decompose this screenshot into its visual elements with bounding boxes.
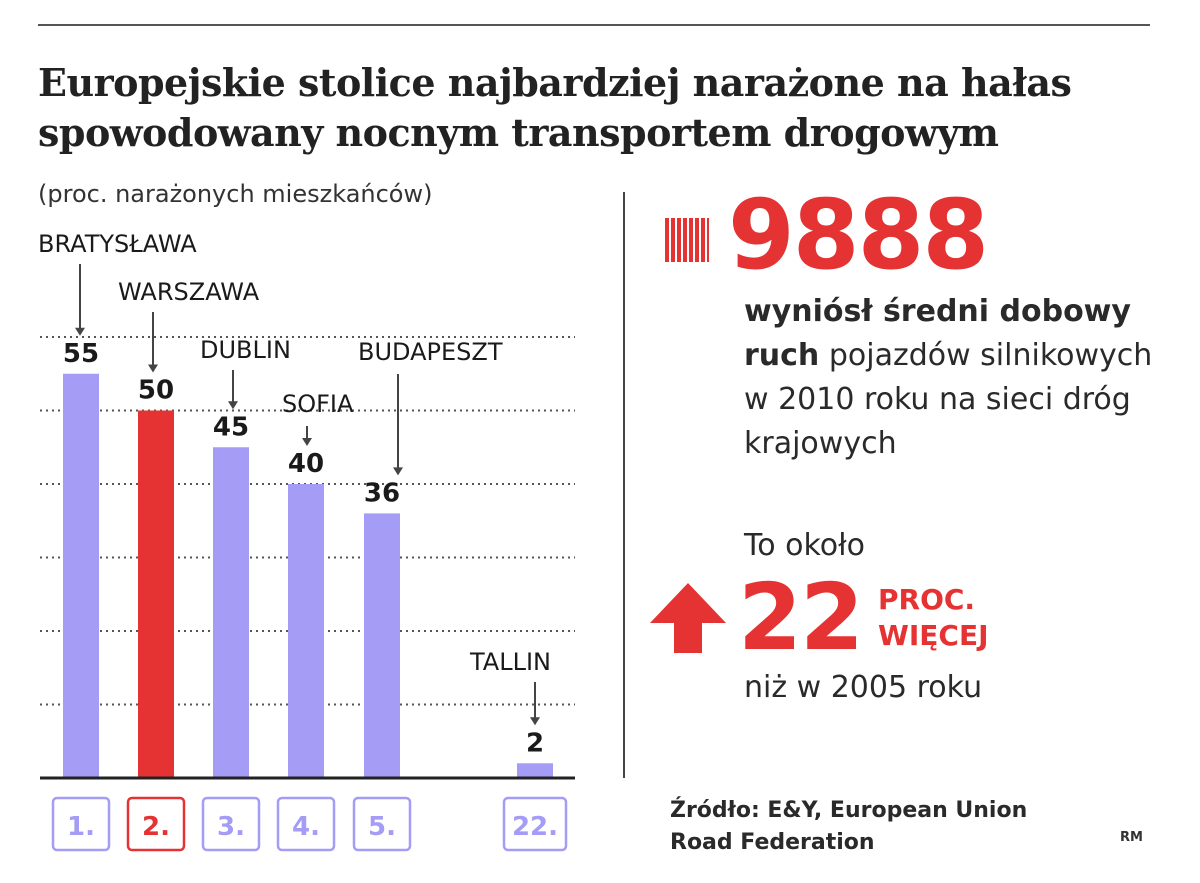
rank-label: 2. — [142, 812, 170, 842]
rank-box — [352, 796, 412, 852]
bar — [213, 447, 249, 778]
stat-description: wyniósł średni dobowy ruch pojazdów siln… — [744, 290, 1164, 466]
red-squares-icon — [665, 218, 709, 262]
rank-label: 1. — [67, 812, 95, 842]
percent-label-line-1: PROC. — [878, 583, 976, 616]
divider — [623, 192, 625, 778]
data-label: 55 — [63, 339, 99, 369]
rank-box — [126, 796, 186, 852]
rank-label: 3. — [217, 812, 245, 842]
category-label: BUDAPESZT — [358, 338, 503, 366]
pointer-arrowhead — [302, 438, 312, 446]
category-label: SOFIA — [282, 390, 354, 418]
pointer-arrowhead — [75, 327, 85, 336]
rank-box — [502, 796, 568, 852]
bar — [517, 763, 553, 778]
bar — [364, 513, 400, 778]
title-line-2: spowodowany nocnym transportem drogowym — [38, 110, 999, 155]
title-line-1: Europejskie stolice najbardziej narażone… — [38, 60, 1072, 105]
percent-outro: niż w 2005 roku — [744, 670, 983, 705]
category-label: TALLIN — [469, 648, 551, 676]
rank-label: 5. — [368, 812, 396, 842]
pointer-arrowhead — [393, 467, 403, 476]
chart-subtitle: (proc. narażonych mieszkańców) — [38, 180, 433, 208]
data-label: 2 — [526, 728, 544, 758]
percent-label-line-2: WIĘCEJ — [878, 619, 989, 652]
bar-chart: 55 BRATYSŁAWA 1. 50 WARSZAWA 2. 45 DUBLIN 3. 40 SO… — [38, 230, 575, 852]
pointer-arrowhead — [148, 364, 158, 373]
data-label: 40 — [288, 449, 324, 479]
author-credit: RM — [1120, 830, 1143, 845]
category-label: BRATYSŁAWA — [38, 230, 197, 258]
top-rule — [38, 24, 1150, 26]
stat-number: 9888 — [728, 179, 989, 291]
pointer-arrowhead — [228, 401, 238, 410]
source-line-2: Road Federation — [670, 830, 875, 855]
stat-description-rest: pojazdów silnikowych w 2010 roku na siec… — [744, 338, 1153, 461]
arrow-up-icon — [650, 583, 726, 653]
data-label: 45 — [213, 412, 249, 442]
pointer-arrowhead — [530, 717, 540, 726]
category-label: WARSZAWA — [118, 278, 260, 306]
source-line-1: Źródło: E&Y, European Union — [670, 798, 1028, 823]
percent-label: PROC. WIĘCEJ — [878, 582, 989, 654]
rank-label: 22. — [512, 812, 558, 842]
percent-value: 22 — [738, 564, 864, 671]
data-label: 36 — [364, 478, 400, 508]
category-label: DUBLIN — [200, 336, 291, 364]
source-note: Źródło: E&Y, European Union Road Federat… — [670, 795, 1027, 859]
stat-description-bold: wyniósł średni dobowy ruch — [744, 294, 1131, 373]
bar — [63, 373, 99, 778]
bar — [288, 484, 324, 778]
rank-box — [276, 796, 336, 852]
rank-box — [201, 796, 261, 852]
chart-title: Europejskie stolice najbardziej narażone… — [38, 58, 1158, 158]
rank-label: 4. — [292, 812, 320, 842]
bar — [138, 410, 174, 778]
rank-box — [51, 796, 111, 852]
data-label: 50 — [138, 376, 174, 406]
percent-intro: To około — [744, 528, 866, 563]
